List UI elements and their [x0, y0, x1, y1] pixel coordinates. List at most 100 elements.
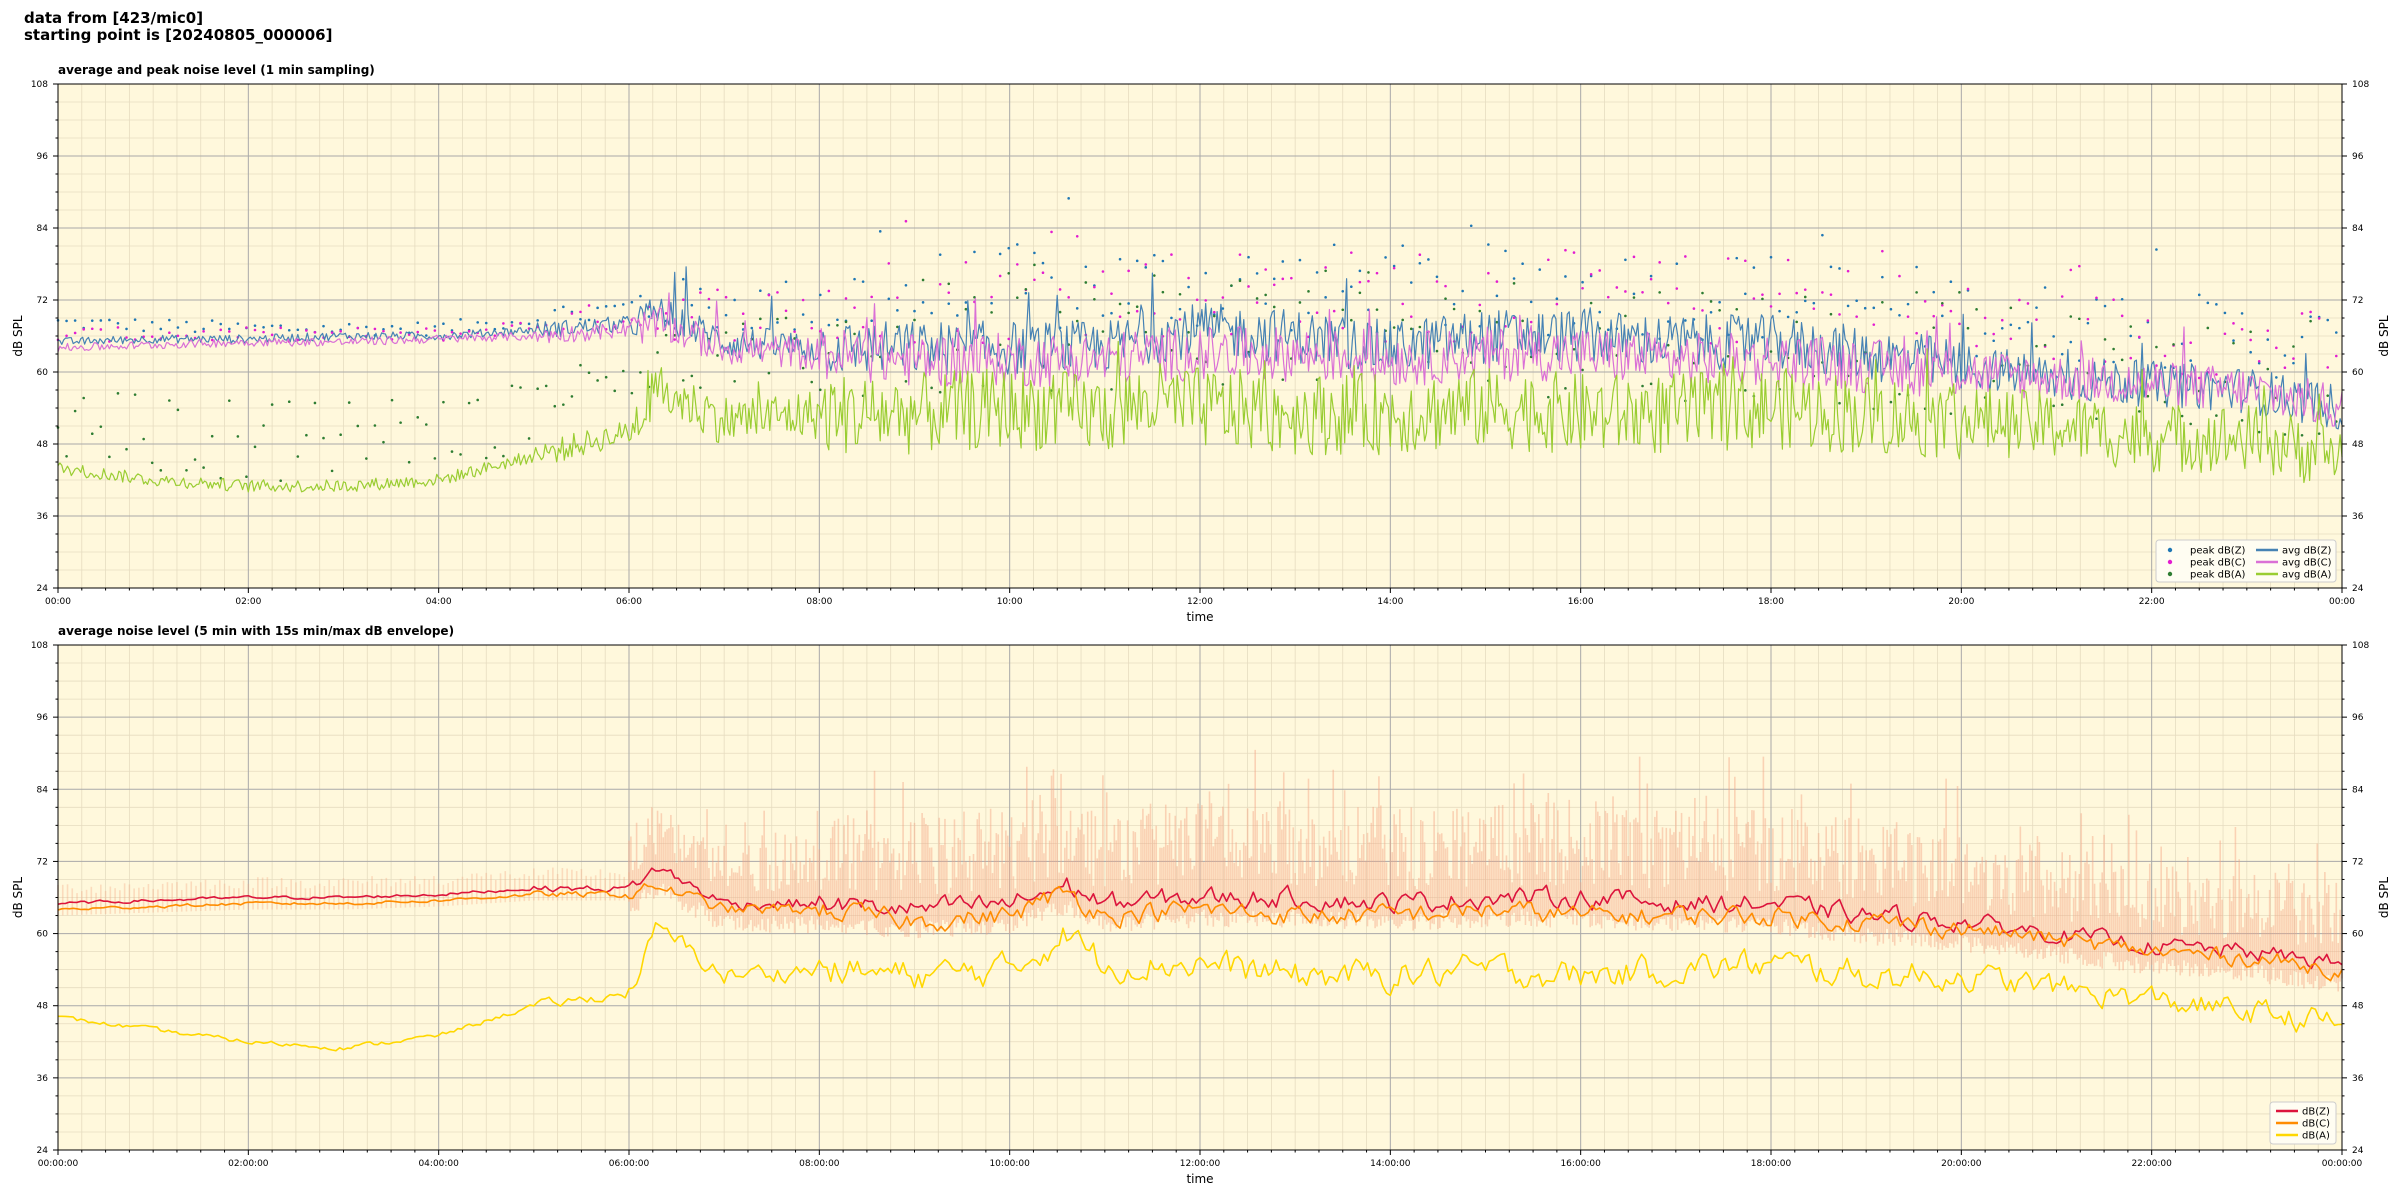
peak-point — [1110, 311, 1113, 315]
x-axis: 00:00:00 02:00:00 04:00:00 06:00:00 08:00:00… — [38, 1150, 2362, 1169]
peak-point — [1221, 383, 1225, 386]
peak-point — [2309, 310, 2312, 314]
peak-point — [1298, 258, 1302, 262]
peak-point — [1564, 387, 1567, 390]
peak-point — [305, 433, 308, 437]
peak-point — [1666, 301, 1670, 305]
peak-point — [322, 324, 325, 328]
peak-point — [373, 424, 377, 427]
peak-point — [2197, 293, 2201, 297]
peak-point — [1701, 309, 1704, 312]
peak-point — [2035, 318, 2038, 321]
peak-point — [1786, 258, 1790, 262]
peak-point — [1641, 333, 1644, 336]
peak-point — [2078, 264, 2081, 268]
peak-point — [2095, 296, 2098, 300]
peak-point — [2086, 317, 2090, 321]
peak-point — [467, 330, 471, 333]
peak-point — [1966, 287, 1970, 291]
peak-point — [1975, 308, 1978, 311]
peak-point — [519, 321, 522, 325]
peak-point — [741, 312, 745, 316]
peak-point — [1375, 308, 1379, 311]
y-tick-label: 36 — [37, 512, 49, 522]
peak-point — [108, 455, 111, 459]
peak-point — [921, 278, 925, 282]
peak-point — [1975, 344, 1978, 348]
peak-point — [1118, 315, 1122, 318]
peak-point — [2300, 433, 2304, 437]
peak-point — [767, 371, 771, 375]
peak-point — [1624, 290, 1627, 293]
peak-point — [390, 324, 394, 328]
peak-point — [570, 312, 574, 315]
peak-point — [116, 321, 120, 325]
peak-point — [270, 333, 274, 337]
peak-point — [1769, 255, 1773, 259]
peak-point — [116, 392, 120, 395]
peak-point — [1478, 309, 1482, 313]
peak-point — [2146, 394, 2150, 398]
x-tick-label: 02:00 — [235, 597, 261, 607]
peak-point — [1529, 355, 1533, 359]
peak-point — [1547, 333, 1550, 337]
peak-point — [801, 313, 805, 316]
peak-point — [1555, 302, 1559, 306]
y-tick-label: 108 — [31, 641, 48, 651]
legend-box — [2269, 1101, 2337, 1145]
peak-point — [433, 457, 437, 460]
y-tick-label-right: 108 — [2352, 80, 2369, 90]
peak-point — [1838, 267, 1841, 270]
peak-point — [844, 320, 848, 324]
peak-point — [382, 327, 385, 331]
peak-point — [2069, 268, 2073, 272]
lower-chart-panel: 00:00:00 02:00:00 04:00:00 06:00:00 08:00:00… — [11, 624, 2391, 1186]
peak-point — [681, 298, 685, 302]
x-tick-label: 22:00:00 — [2131, 1159, 2172, 1169]
peak-point — [399, 421, 402, 424]
peak-point — [1581, 286, 1584, 290]
x-tick-label: 04:00 — [426, 597, 452, 607]
peak-point — [365, 325, 368, 329]
peak-point — [1521, 262, 1524, 265]
peak-point — [1452, 307, 1456, 311]
peak-point — [296, 455, 300, 458]
peak-point — [904, 380, 908, 383]
peak-point — [245, 475, 248, 479]
peak-point — [1221, 307, 1225, 310]
peak-point — [1101, 314, 1105, 317]
peak-point — [1255, 272, 1259, 275]
peak-point — [2043, 343, 2047, 347]
x-tick-label: 00:00:00 — [38, 1159, 79, 1169]
peak-point — [1041, 261, 1045, 265]
peak-point — [2232, 339, 2235, 342]
peak-point — [1084, 281, 1088, 284]
peak-point — [1212, 314, 1216, 318]
peak-point — [527, 322, 531, 326]
peak-point — [1015, 243, 1019, 246]
y-tick-label-right: 36 — [2352, 1074, 2364, 1084]
peak-point — [2103, 304, 2107, 308]
peak-point — [1632, 296, 1636, 299]
legend-box — [2155, 539, 2337, 583]
peak-point — [1487, 243, 1490, 246]
peak-point — [2266, 367, 2270, 371]
peak-point — [2206, 326, 2210, 330]
peak-point — [1495, 320, 1499, 324]
peak-point — [904, 283, 908, 287]
peak-point — [1024, 291, 1028, 295]
peak-point — [262, 330, 265, 334]
peak-point — [1058, 288, 1062, 291]
peak-point — [1795, 310, 1798, 314]
peak-point — [2095, 417, 2098, 420]
peak-point — [2163, 366, 2167, 369]
peak-point — [724, 331, 728, 334]
peak-point — [2060, 295, 2064, 298]
peak-point — [579, 317, 582, 321]
peak-point — [1392, 264, 1396, 268]
peak-point — [1435, 275, 1439, 279]
peak-point — [1684, 319, 1687, 322]
legend-marker — [2167, 547, 2173, 553]
peak-point — [1264, 302, 1267, 305]
peak-point — [2317, 317, 2321, 320]
